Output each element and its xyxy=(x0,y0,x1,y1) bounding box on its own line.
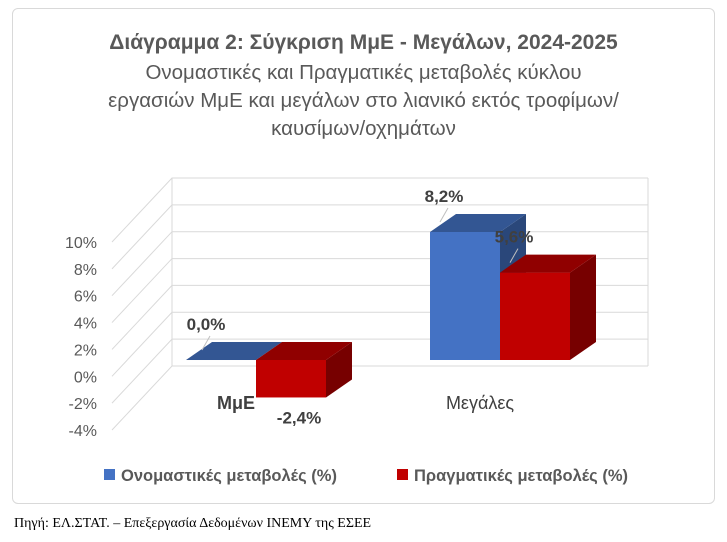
bar-top xyxy=(500,254,596,273)
y-tick-label: 10% xyxy=(65,235,97,252)
bar-top xyxy=(430,214,526,232)
data-label: -2,4% xyxy=(277,408,321,427)
y-tick-label: 6% xyxy=(74,289,97,306)
source-note: Πηγή: ΕΛ.ΣΤΑΤ. – Επεξεργασία Δεδομένων Ι… xyxy=(14,516,372,531)
y-tick-label: -2% xyxy=(69,396,97,413)
chart-title: Διάγραμμα 2: Σύγκριση ΜμΕ - Μεγάλων, 202… xyxy=(109,31,618,54)
bar-top xyxy=(256,342,352,360)
bar-front xyxy=(256,360,326,398)
y-tick-label: 0% xyxy=(74,369,97,386)
x-tick-label: ΜμΕ xyxy=(217,393,255,413)
data-label: 5,6% xyxy=(495,228,534,247)
bar-side xyxy=(326,342,352,398)
data-label: 8,2% xyxy=(425,187,464,206)
legend-label: Πραγματικές μεταβολές (%) xyxy=(414,467,628,485)
y-tick-label: 8% xyxy=(74,262,97,279)
bar-front xyxy=(430,232,500,360)
legend-swatch xyxy=(104,469,115,480)
chart-header: Διάγραμμα 2: Σύγκριση ΜμΕ - Μεγάλων, 202… xyxy=(12,30,715,143)
bar-front xyxy=(500,272,570,360)
chart-frame xyxy=(12,8,715,504)
bar-top xyxy=(186,342,282,360)
data-label-leader xyxy=(509,248,519,263)
y-tick-label: -4% xyxy=(69,423,97,440)
y-tick-label: 4% xyxy=(74,316,97,333)
gridline xyxy=(111,365,648,431)
data-label: 0,0% xyxy=(187,315,226,334)
data-label-leader xyxy=(439,207,449,223)
chart-subtitle: Ονομαστικές και Πραγματικές μεταβολές κύ… xyxy=(108,61,619,140)
bar-side xyxy=(570,254,596,360)
data-label-leader xyxy=(201,335,211,351)
legend-swatch xyxy=(397,469,408,480)
x-tick-label: Μεγάλες xyxy=(446,393,514,413)
gridline xyxy=(111,177,648,243)
legend-label: Ονομαστικές μεταβολές (%) xyxy=(121,467,337,485)
y-tick-label: 2% xyxy=(74,342,97,359)
